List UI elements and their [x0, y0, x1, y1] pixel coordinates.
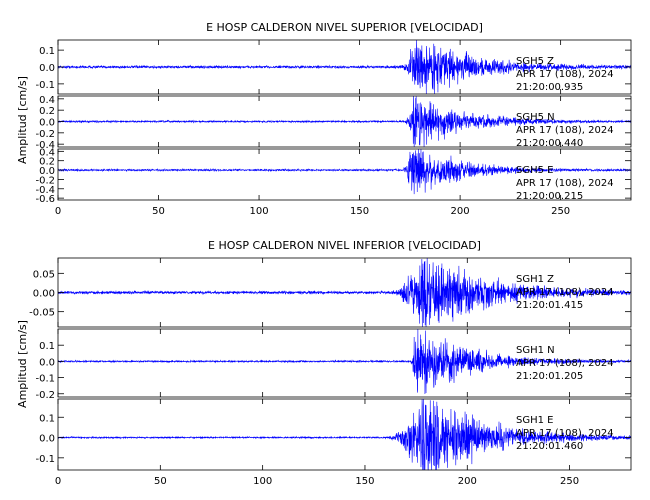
y-tick-label: 0.00 [33, 289, 55, 300]
time-label: 21:20:01.460 [516, 441, 583, 452]
y-tick-label: 0.2 [39, 157, 55, 168]
y-tick-label: -0.4 [35, 185, 55, 196]
y-tick-label: -0.2 [35, 129, 55, 140]
y-tick-label: 0.0 [39, 63, 55, 74]
x-tick-label: 250 [560, 476, 579, 487]
y-tick-label: 0.4 [39, 95, 55, 106]
x-tick-label: 150 [355, 476, 374, 487]
panel-frame [57, 148, 632, 201]
trace-panel: -0.1 0.0 0.1 SGH5 Z APR 17 (108), 2024 21:20:… [35, 39, 632, 95]
time-label: 21:20:01.205 [516, 371, 583, 382]
panel-frame [57, 328, 632, 398]
chart-2: E HOSP CALDERON NIVEL INFERIOR [VELOCIDA… [16, 239, 632, 487]
date-label: APR 17 (108), 2024 [516, 69, 614, 80]
y-tick-label: -0.1 [35, 374, 55, 385]
y-axis-label: Amplitud [cm/s] [16, 76, 29, 164]
x-tick-label: 150 [350, 206, 369, 217]
station-label: SGH1 N [516, 345, 555, 356]
date-label: APR 17 (108), 2024 [516, 125, 614, 136]
chart-title: E HOSP CALDERON NIVEL SUPERIOR [VELOCIDA… [206, 21, 483, 34]
panel-frame [57, 398, 632, 471]
y-tick-label: -0.4 [35, 140, 55, 151]
y-tick-label: -0.2 [35, 175, 55, 186]
waveform-line [57, 398, 632, 471]
time-label: 21:20:00.440 [516, 138, 583, 149]
trace-panel: -0.6-0.4-0.20.00.20.4 SGH5 E APR 17 (108),… [35, 147, 632, 205]
y-tick-label: -0.2 [35, 390, 55, 401]
time-label: 21:20:00.215 [516, 191, 583, 202]
date-label: APR 17 (108), 2024 [516, 428, 614, 439]
station-label: SGH1 E [516, 415, 553, 426]
date-label: APR 17 (108), 2024 [516, 178, 614, 189]
time-label: 21:20:01.415 [516, 300, 583, 311]
trace-panel: -0.1 0.0 0.1 SGH1 E APR 17 (108), 2024 21:20:… [35, 398, 632, 471]
y-tick-label: 0.1 [39, 413, 55, 424]
x-tick-label: 100 [253, 476, 272, 487]
y-tick-label: 0.2 [39, 106, 55, 117]
x-tick-label: 50 [154, 476, 167, 487]
y-tick-label: -0.6 [35, 194, 55, 205]
trace-panel: -0.4-0.20.00.20.4 SGH5 N APR 17 (108), 202… [35, 95, 632, 151]
y-tick-label: 0.0 [39, 166, 55, 177]
date-label: APR 17 (108), 2024 [516, 287, 614, 298]
x-tick-label: 250 [551, 206, 570, 217]
x-tick-label: 50 [152, 206, 165, 217]
chart-title: E HOSP CALDERON NIVEL INFERIOR [VELOCIDA… [208, 239, 481, 252]
trace-panel: -0.05 0.00 0.05 SGH1 Z APR 17 (108), 2024 21:… [29, 257, 632, 328]
y-tick-label: -0.1 [35, 454, 55, 465]
x-tick-label: 100 [250, 206, 269, 217]
trace-panel: -0.2 -0.1 0.0 0.1 SGH1 N APR 17 (108), 2024 21… [35, 328, 632, 401]
y-tick-label: 0.1 [39, 46, 55, 57]
station-label: SGH5 N [516, 112, 555, 123]
station-label: SGH1 Z [516, 274, 554, 285]
x-tick-label: 200 [458, 476, 477, 487]
y-tick-label: 0.0 [39, 357, 55, 368]
y-axis-label: Amplitud [cm/s] [16, 320, 29, 408]
date-label: APR 17 (108), 2024 [516, 358, 614, 369]
y-tick-label: 0.0 [39, 118, 55, 129]
x-tick-label: 200 [451, 206, 470, 217]
waveform-line [57, 95, 632, 148]
y-tick-label: 0.0 [39, 434, 55, 445]
y-tick-label: 0.05 [33, 269, 55, 280]
x-tick-label: 0 [55, 476, 61, 487]
y-tick-label: -0.05 [29, 308, 55, 319]
y-tick-label: 0.1 [39, 341, 55, 352]
waveform-line [57, 257, 632, 328]
station-label: SGH5 Z [516, 56, 554, 67]
y-tick-label: 0.4 [39, 147, 55, 158]
waveform-line [57, 148, 632, 195]
waveform-line [57, 328, 632, 395]
y-tick-label: -0.1 [35, 80, 55, 91]
chart-1: E HOSP CALDERON NIVEL SUPERIOR [VELOCIDA… [16, 21, 632, 217]
waveform-line [57, 39, 632, 95]
time-label: 21:20:00.935 [516, 82, 583, 93]
station-label: SGH5 E [516, 165, 553, 176]
x-tick-label: 0 [55, 206, 61, 217]
